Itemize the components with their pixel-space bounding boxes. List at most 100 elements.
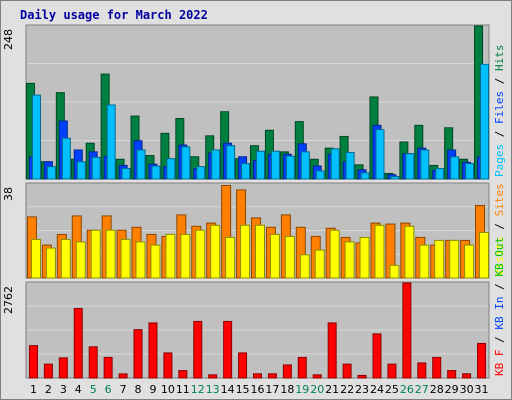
hits-bar-pages bbox=[405, 153, 415, 180]
kbytes-bar-kb-f bbox=[432, 356, 442, 379]
visits-bar-visits bbox=[120, 238, 131, 279]
hits-legend: Pages / Files / Hits bbox=[493, 45, 506, 178]
legend-item: Pages bbox=[493, 144, 506, 177]
legend-separator: / bbox=[493, 277, 506, 297]
kbytes-bar-kb-f bbox=[447, 370, 457, 379]
x-tick-label: 5 bbox=[90, 383, 97, 396]
kbytes-bar-kb-f bbox=[163, 352, 173, 379]
kbytes-bar-kb-f bbox=[58, 357, 68, 379]
hits-bar-pages bbox=[106, 104, 116, 180]
hits-ymax-label: 248 bbox=[2, 29, 15, 50]
hits-bar-pages bbox=[226, 145, 236, 180]
hits-bar-pages bbox=[166, 158, 176, 180]
kbytes-bar-kb-f bbox=[417, 362, 427, 379]
visits-bar-visits bbox=[329, 229, 340, 279]
x-tick-label: 25 bbox=[385, 383, 399, 396]
visits-bar-visits bbox=[314, 249, 325, 279]
visits-bar-visits bbox=[180, 233, 191, 279]
kbytes-bar-kb-f bbox=[118, 373, 128, 379]
kbytes-bar-kb-f bbox=[238, 352, 248, 379]
visits-bar-visits bbox=[225, 236, 236, 279]
visits-bar-visits bbox=[389, 264, 400, 279]
x-tick-label: 3 bbox=[60, 383, 67, 396]
kbytes-bar-kb-f bbox=[148, 322, 158, 379]
kbytes-bar-kb-f bbox=[88, 346, 98, 379]
hits-bar-pages bbox=[390, 176, 400, 180]
visits-bar-visits bbox=[240, 224, 251, 279]
visits-legend: Visits / Sites bbox=[493, 183, 506, 276]
visits-bar-visits bbox=[150, 244, 161, 279]
hits-bar-pages bbox=[420, 149, 430, 180]
kbytes-bar-kb-f bbox=[267, 373, 277, 379]
x-tick-label: 18 bbox=[280, 383, 294, 396]
kbytes-bar-kb-f bbox=[282, 364, 292, 379]
kbytes-bar-kb-f bbox=[208, 374, 218, 379]
kbytes-bar-kb-f bbox=[372, 333, 382, 379]
visits-bar-visits bbox=[30, 238, 41, 279]
hits-bar-pages bbox=[300, 151, 310, 180]
hits-bar-pages bbox=[435, 168, 445, 180]
kbytes-bar-kb-f bbox=[253, 373, 262, 379]
kbytes-ymax-label: 2762 bbox=[2, 286, 15, 314]
visits-ymax-label: 38 bbox=[2, 187, 15, 201]
kbytes-bar-kb-f bbox=[178, 370, 188, 379]
visits-bar-visits bbox=[404, 225, 415, 279]
chart-title: Daily usage for March 2022 bbox=[20, 8, 208, 22]
legend-separator: / bbox=[493, 216, 506, 236]
kbytes-bar-kb-f bbox=[477, 342, 487, 379]
kbytes-bar-kb-f bbox=[133, 329, 143, 379]
kbytes-bar-kb-f bbox=[462, 373, 472, 379]
hits-bar-pages bbox=[136, 149, 146, 180]
x-tick-label: 19 bbox=[295, 383, 309, 396]
visits-bar-visits bbox=[210, 224, 221, 279]
hits-bar-pages bbox=[196, 166, 206, 180]
x-tick-label: 12 bbox=[191, 383, 205, 396]
legend-item: KB Out bbox=[493, 237, 506, 277]
visits-bar-visits bbox=[479, 231, 490, 279]
hits-bar-pages bbox=[480, 63, 490, 180]
kbytes-bar-kb-f bbox=[43, 363, 53, 379]
x-tick-label: 21 bbox=[325, 383, 339, 396]
kbytes-bar-kb-f bbox=[327, 322, 337, 379]
x-tick-label: 29 bbox=[445, 383, 459, 396]
visits-bar-visits bbox=[464, 244, 475, 279]
x-tick-label: 11 bbox=[176, 383, 190, 396]
hits-bar-pages bbox=[315, 170, 325, 180]
x-tick-label: 28 bbox=[430, 383, 444, 396]
visits-bar-visits bbox=[359, 236, 370, 279]
x-tick-label: 8 bbox=[135, 383, 142, 396]
visits-bar-visits bbox=[449, 239, 460, 279]
kbytes-bar-kb-f bbox=[312, 374, 322, 379]
hits-bar-pages bbox=[330, 148, 340, 180]
x-tick-label: 17 bbox=[265, 383, 279, 396]
x-tick-label: 14 bbox=[221, 383, 235, 396]
kbytes-bar-kb-f bbox=[387, 363, 397, 379]
x-tick-label: 30 bbox=[460, 383, 474, 396]
legend-separator: / bbox=[493, 124, 506, 144]
visits-bar-visits bbox=[135, 241, 146, 279]
hits-bar-pages bbox=[91, 156, 101, 180]
kbytes-bar-kb-f bbox=[297, 356, 307, 379]
kbytes-bar-kb-f bbox=[103, 356, 113, 379]
kbytes-bar-kb-f bbox=[193, 320, 203, 379]
hits-bar-pages bbox=[151, 165, 161, 180]
hits-bar-pages bbox=[465, 163, 475, 180]
hits-bar-pages bbox=[270, 150, 280, 180]
hits-bar-pages bbox=[241, 163, 251, 180]
hits-bar-pages bbox=[375, 129, 385, 180]
kbytes-bar-kb-f bbox=[342, 363, 352, 379]
visits-bar-visits bbox=[284, 235, 295, 279]
kbytes-bar-kb-f bbox=[402, 282, 412, 379]
x-tick-label: 1 bbox=[30, 383, 37, 396]
legend-item: KB In bbox=[493, 297, 506, 330]
legend-separator: / bbox=[493, 71, 506, 91]
visits-bar-visits bbox=[299, 254, 310, 279]
hits-bar-pages bbox=[121, 168, 131, 180]
x-tick-label: 7 bbox=[120, 383, 127, 396]
x-tick-label: 15 bbox=[236, 383, 250, 396]
hits-bar-pages bbox=[256, 150, 265, 180]
kbytes-bar-kb-f bbox=[73, 307, 83, 379]
visits-bar-visits bbox=[434, 239, 445, 279]
hits-bar-pages bbox=[360, 172, 370, 180]
visits-bar-visits bbox=[269, 233, 280, 279]
